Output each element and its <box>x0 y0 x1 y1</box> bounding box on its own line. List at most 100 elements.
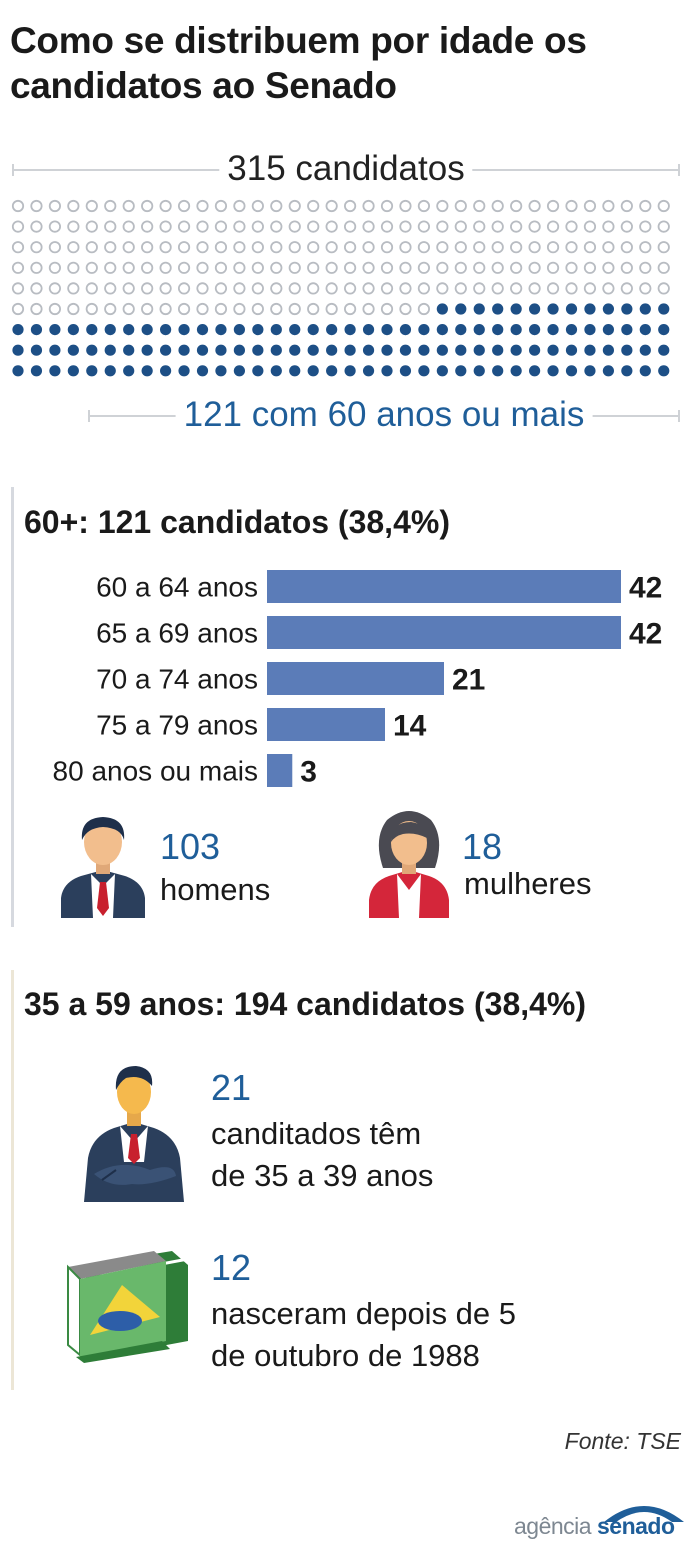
waffle-dot <box>343 302 357 316</box>
waffle-dot <box>122 261 135 274</box>
waffle-dot <box>307 302 320 316</box>
waffle-dot <box>122 241 135 254</box>
waffle-dot <box>11 199 25 213</box>
waffle-dot-senior <box>547 344 559 356</box>
waffle-dot <box>141 282 154 295</box>
waffle-dot <box>528 199 541 213</box>
waffle-dot-senior <box>529 344 541 356</box>
waffle-dot <box>325 261 338 274</box>
women-label: mulheres <box>464 866 592 901</box>
waffle-dot <box>491 199 504 213</box>
waffle-dot <box>196 199 209 213</box>
waffle-dot-senior <box>307 344 319 356</box>
waffle-dot-senior <box>196 324 209 336</box>
waffle-dot-senior <box>289 344 301 356</box>
waffle-dot <box>491 261 504 274</box>
stat1-line2: de 35 a 39 anos <box>211 1158 434 1193</box>
waffle-dot <box>473 220 486 233</box>
waffle-dot-senior <box>289 324 301 336</box>
waffle-dot <box>30 199 43 213</box>
waffle-dot <box>546 261 560 274</box>
waffle-dot <box>436 261 449 274</box>
waffle-dot-senior <box>49 365 61 377</box>
waffle-dot <box>639 220 652 233</box>
waffle-dot <box>251 220 264 233</box>
waffle-dot-senior <box>67 324 79 336</box>
waffle-dot <box>251 302 264 316</box>
waffle-dot <box>85 220 98 233</box>
stat2-count: 12 <box>211 1247 252 1288</box>
waffle-dot-senior <box>141 365 153 377</box>
bar <box>267 754 293 787</box>
heading-60-plus: 60+: 121 candidatos (38,4%) <box>24 504 450 540</box>
waffle-dot-senior <box>510 365 522 377</box>
waffle-dot <box>122 302 135 316</box>
waffle-dot-senior <box>399 365 412 377</box>
waffle-dot-senior <box>547 303 559 315</box>
waffle-dot-senior <box>529 303 541 315</box>
waffle-dot <box>602 261 615 274</box>
waffle-dot <box>48 199 62 213</box>
bar <box>267 570 621 603</box>
waffle-dot <box>454 261 467 274</box>
waffle-dot <box>399 282 412 295</box>
waffle-dot <box>251 241 264 254</box>
waffle-dot <box>473 261 486 274</box>
waffle-dot-senior <box>326 324 338 336</box>
waffle-dot <box>528 261 541 274</box>
waffle-dot <box>196 282 209 295</box>
waffle-dot-senior <box>621 365 633 377</box>
waffle-dot <box>214 302 228 316</box>
waffle-dot <box>602 199 615 213</box>
waffle-dot-senior <box>473 324 485 336</box>
waffle-dot <box>141 220 154 233</box>
waffle-dot <box>85 261 98 274</box>
waffle-dot-senior <box>307 365 319 377</box>
waffle-dot <box>565 220 578 233</box>
waffle-dot <box>177 302 191 316</box>
men-count: 103 <box>160 826 221 867</box>
waffle-dot <box>417 282 430 295</box>
waffle-dot <box>67 261 80 274</box>
bar <box>267 616 621 649</box>
waffle-dot-senior <box>621 344 633 356</box>
logo-word-agencia: agência <box>514 1513 592 1539</box>
waffle-dot <box>325 220 338 233</box>
waffle-dot <box>141 302 154 316</box>
waffle-dot <box>233 261 246 274</box>
waffle-dot-senior <box>178 344 190 356</box>
waffle-dot-senior <box>492 365 504 377</box>
waffle-dot <box>602 220 615 233</box>
waffle-dot <box>639 199 652 213</box>
bar <box>267 708 385 741</box>
waffle-dot-senior <box>104 365 116 377</box>
waffle-dot-senior <box>270 344 282 356</box>
waffle-dot-senior <box>30 324 43 336</box>
waffle-dot-senior <box>529 324 541 336</box>
waffle-dot <box>565 241 578 254</box>
heading-35-59: 35 a 59 anos: 194 candidatos (38,4%) <box>24 986 587 1022</box>
waffle-dot-senior <box>123 324 135 336</box>
waffle-dot-senior <box>436 344 448 356</box>
waffle-dot <box>307 261 320 274</box>
waffle-dot-senior <box>639 324 651 336</box>
waffle-dot <box>141 241 154 254</box>
waffle-dot <box>620 261 633 274</box>
waffle-dot-senior <box>362 365 375 377</box>
waffle-dot <box>104 282 117 295</box>
waffle-dot-senior <box>547 324 559 336</box>
waffle-dot-senior <box>455 344 467 356</box>
waffle-dot-senior <box>123 365 135 377</box>
waffle-dot-senior <box>455 303 467 315</box>
waffle-dot <box>214 261 228 274</box>
waffle-dot-senior <box>178 324 190 336</box>
waffle-dot <box>233 241 246 254</box>
waffle-dot-senior <box>86 324 98 336</box>
waffle-dot-senior <box>436 365 448 377</box>
waffle-dot-senior <box>399 344 412 356</box>
waffle-dot <box>417 241 430 254</box>
stat2-line1: nasceram depois de 5 <box>211 1296 517 1331</box>
waffle-dot <box>159 220 172 233</box>
bar-value-label: 42 <box>629 572 662 605</box>
waffle-dot-senior <box>252 344 264 356</box>
